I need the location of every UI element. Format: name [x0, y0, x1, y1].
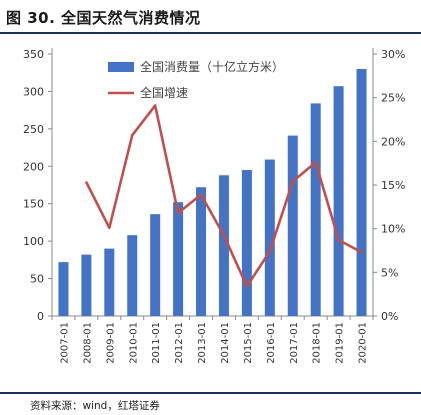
bar [81, 254, 92, 316]
y-left-tick-label: 300 [23, 85, 44, 98]
bar [333, 86, 344, 316]
growth-rate-point [245, 285, 249, 288]
y-left-tick-label: 250 [23, 123, 44, 136]
y-right-tick-label: 15% [381, 179, 405, 192]
y-left-tick-label: 100 [23, 235, 44, 248]
legend-bar-swatch [108, 62, 134, 72]
growth-rate-point [337, 238, 340, 242]
y-right-tick-label: 30% [381, 48, 405, 61]
y-left-tick-label: 150 [23, 198, 44, 211]
growth-rate-point [360, 251, 363, 254]
bar [310, 103, 321, 316]
growth-rate-point [108, 226, 111, 229]
source-note: 资料来源：wind，红塔证券 [30, 400, 160, 412]
title-bar: 图 30. 全国天然气消费情况 [0, 0, 421, 34]
bar [241, 170, 252, 316]
chart-title: 图 30. 全国天然气消费情况 [6, 9, 201, 27]
growth-rate-point [291, 180, 294, 183]
growth-rate-point [199, 193, 203, 196]
x-tick-label: 2014-01 [220, 322, 231, 364]
x-tick-label: 2019-01 [335, 322, 346, 364]
growth-rate-point [268, 250, 272, 253]
growth-rate-point [153, 104, 157, 107]
bar [218, 175, 229, 316]
growth-rate-point [85, 181, 88, 184]
chart-area: 0 50 100 150 200 250 300 350 0% 5% 10% 15% 20% 25% 30%… [0, 36, 421, 384]
legend-line-label: 全国增速 [140, 85, 188, 100]
legend-bar-label: 全国消费量（十亿立方米） [140, 59, 284, 74]
bar [356, 68, 367, 316]
growth-rate-point [222, 234, 226, 237]
x-tick-label: 2020-01 [358, 322, 369, 364]
x-tick-label: 2015-01 [243, 322, 254, 364]
x-tick-label: 2016-01 [266, 322, 277, 364]
x-tick-label: 2017-01 [289, 322, 300, 364]
growth-rate-point [131, 134, 134, 137]
x-tick-label: 2008-01 [82, 322, 93, 364]
bar [287, 135, 298, 316]
y-right-tick-label: 0% [381, 310, 398, 323]
y-right-tick-label: 5% [381, 266, 398, 279]
x-tick-label: 2013-01 [197, 322, 208, 364]
y-right-tick-label: 10% [381, 223, 405, 236]
x-tick-label: 2010-01 [128, 322, 139, 364]
bar [58, 262, 69, 316]
chart-svg: 0 50 100 150 200 250 300 350 0% 5% 10% 15% 20% 25% 30%… [23, 48, 405, 364]
y-left-tick-label: 200 [23, 160, 44, 173]
growth-rate-point [314, 161, 317, 164]
bar [104, 248, 115, 316]
bar [150, 214, 161, 316]
x-tick-label: 2009-01 [105, 322, 116, 364]
y-left-tick-label: 0 [37, 310, 44, 323]
x-tick-label: 2007-01 [59, 322, 70, 364]
x-tick-label: 2011-01 [151, 322, 162, 364]
bar [196, 187, 207, 316]
x-tick-label: 2012-01 [174, 322, 185, 364]
bar [173, 202, 184, 316]
bar [264, 159, 275, 316]
y-left-tick-label: 50 [30, 273, 44, 286]
bar [127, 235, 138, 316]
growth-rate-point [176, 211, 180, 215]
x-tick-label: 2018-01 [312, 322, 323, 364]
y-right-tick-label: 25% [381, 92, 405, 105]
y-right-tick-label: 20% [381, 135, 405, 148]
y-left-tick-label: 350 [23, 48, 44, 61]
footer-divider [0, 392, 421, 394]
